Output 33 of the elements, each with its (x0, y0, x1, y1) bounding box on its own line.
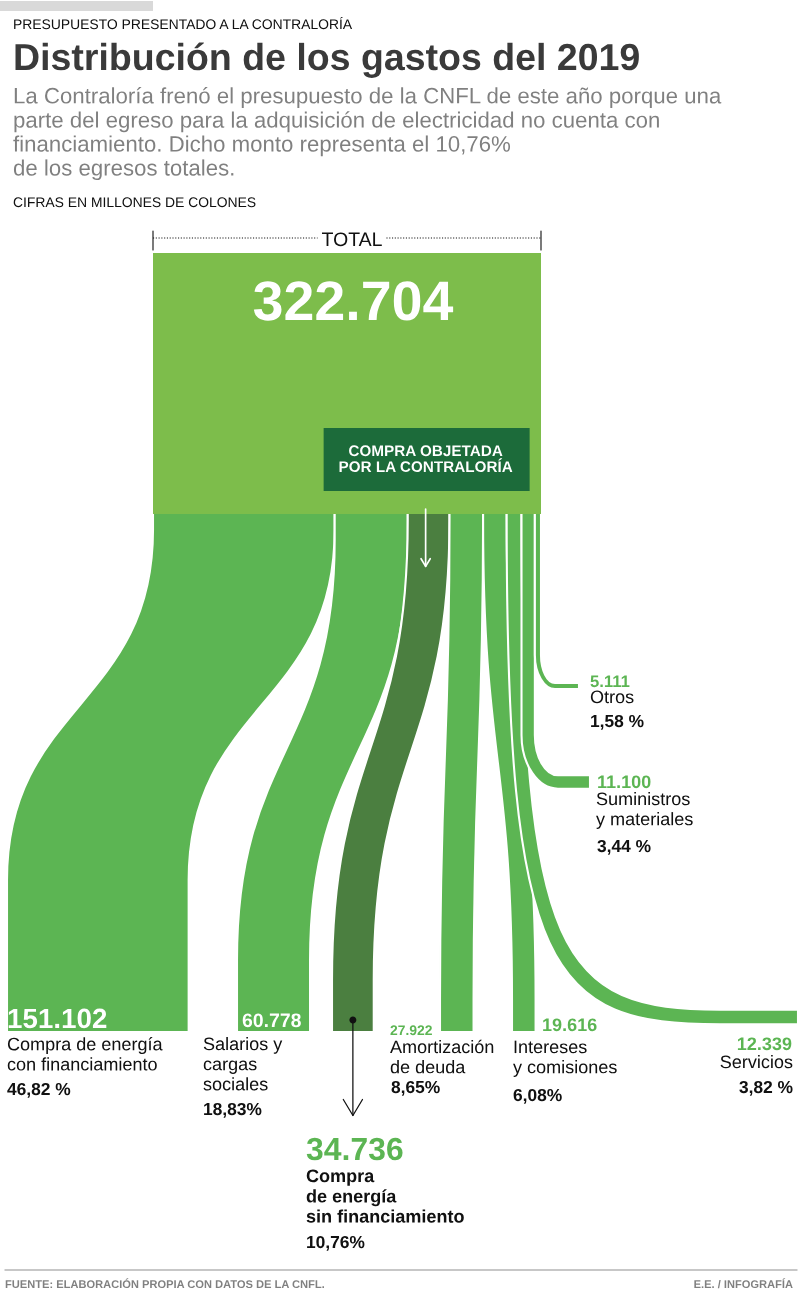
data-label: 19.616 (543, 1018, 597, 1032)
data-label: 5.111 (590, 675, 630, 688)
data-label: 1,58 % (591, 714, 644, 730)
text: La Contraloría frenó el presupuesto de la CNFL de este año porque una parte del egreso para la adquisición de electricidad no cuenta con financiamiento. Dicho monto representa el 10,76% de los egresos totales. (13, 87, 722, 181)
data-label: 8,65% (391, 1080, 440, 1096)
data-label: 12.339 (737, 1037, 792, 1051)
category-label: Otros (590, 690, 634, 704)
category-label: TOTAL (321, 232, 382, 247)
category-label: Compra de energía sin financiamiento (306, 1169, 464, 1223)
category-label: Salarios y cargas sociales (203, 1037, 283, 1091)
category-label: Servicios (720, 1055, 793, 1069)
category-label: Intereses y comisiones (513, 1040, 617, 1077)
data-label: 322.704 (253, 281, 454, 321)
category-label: Compra de energía con financiamiento (7, 1037, 163, 1071)
text: CIFRAS EN MILLONES DE COLONES (13, 197, 256, 208)
data-label: 10,76% (307, 1235, 365, 1251)
data-label: 46,82 % (7, 1082, 71, 1098)
source-note: FUENTE: ELABORACIÓN PROPIA CON DATOS DE LA CNFL. (5, 1278, 324, 1289)
data-label: 3,82 % (739, 1080, 793, 1096)
data-label: 34.736 (306, 1137, 403, 1161)
text: E.E. / INFOGRAFÍA (694, 1278, 793, 1289)
category-label: Amortización de deuda (390, 1039, 494, 1074)
data-label: 11.100 (598, 775, 651, 789)
category-label: Suministros y materiales (596, 792, 693, 829)
data-label: 3,44 % (597, 839, 651, 855)
text: COMPRA OBJETADA POR LA CONTRALORÍA (339, 445, 513, 473)
text: PRESUPUESTO PRESENTADO A LA CONTRALORÍA (14, 16, 353, 30)
data-label: 6,08% (513, 1088, 562, 1104)
data-label: 151.102 (8, 1008, 107, 1029)
data-label: 60.778 (242, 1013, 301, 1028)
text: Distribución de los gastos del 2019 (15, 42, 639, 78)
data-label: 18,83% (204, 1102, 262, 1118)
data-label: 27.922 (390, 1025, 432, 1036)
